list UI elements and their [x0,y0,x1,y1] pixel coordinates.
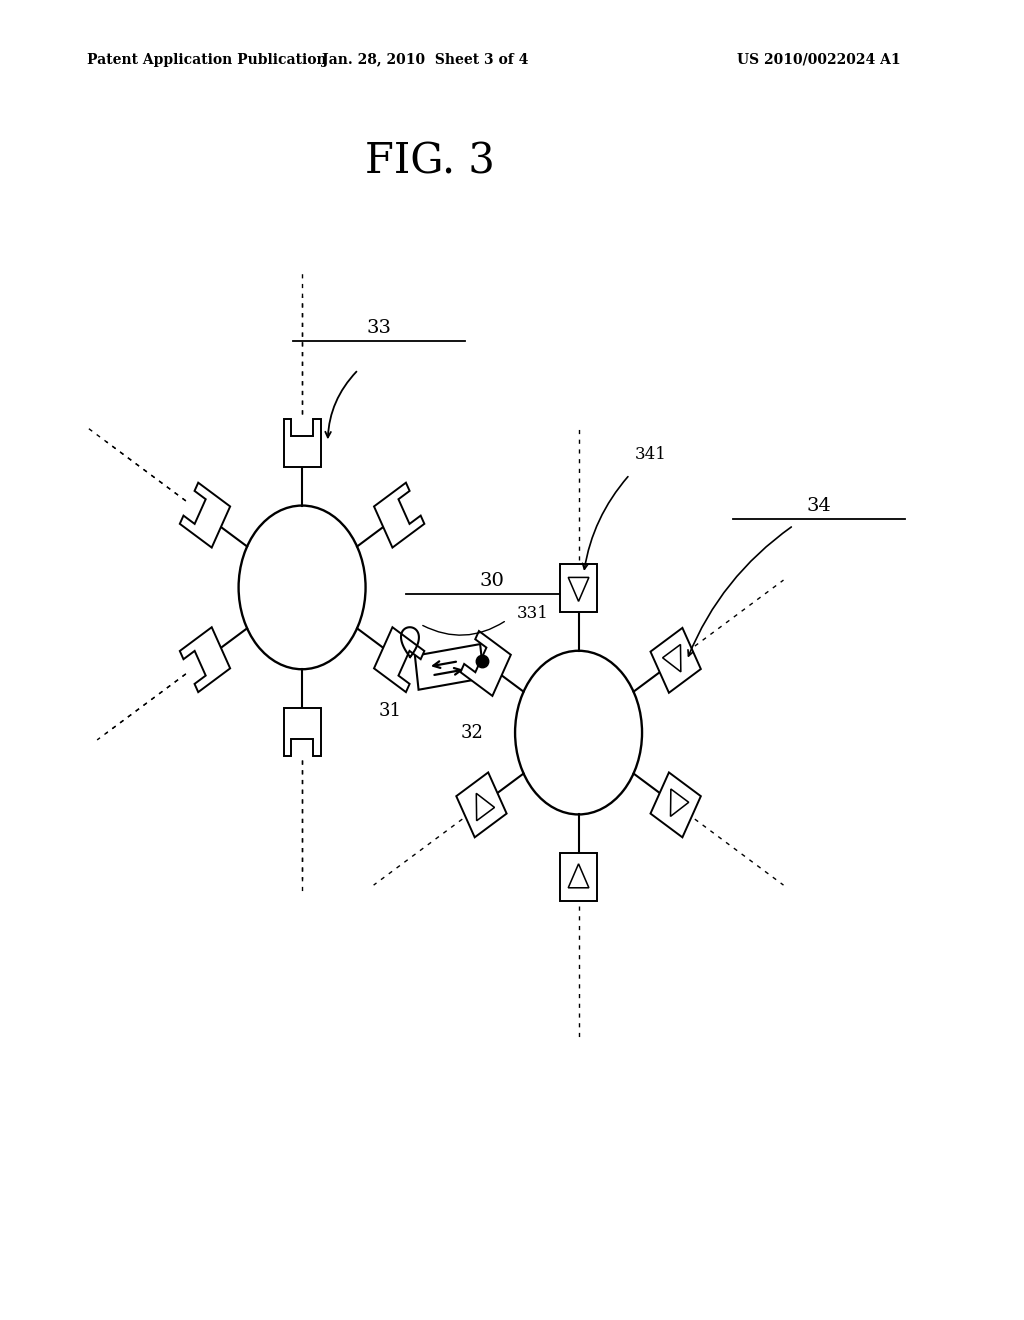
Text: 331: 331 [517,605,549,622]
Polygon shape [180,627,230,692]
Text: Patent Application Publication: Patent Application Publication [87,53,327,67]
Text: US 2010/0022024 A1: US 2010/0022024 A1 [737,53,901,67]
Polygon shape [180,483,230,548]
Text: 30: 30 [480,573,505,590]
Polygon shape [650,628,700,693]
Text: 341: 341 [635,446,667,463]
Text: 33: 33 [367,318,391,337]
Text: 34: 34 [807,496,831,515]
Polygon shape [560,565,597,612]
Polygon shape [374,627,424,692]
Polygon shape [415,644,483,690]
Polygon shape [374,483,424,548]
Polygon shape [457,772,507,837]
Circle shape [515,651,642,814]
Polygon shape [560,853,597,900]
Polygon shape [650,772,700,837]
Polygon shape [284,418,321,466]
Text: FIG. 3: FIG. 3 [366,140,495,182]
Polygon shape [284,708,321,755]
Circle shape [239,506,366,669]
Text: Jan. 28, 2010  Sheet 3 of 4: Jan. 28, 2010 Sheet 3 of 4 [322,53,528,67]
Text: 31: 31 [379,702,401,721]
Text: 32: 32 [461,725,483,742]
Polygon shape [461,631,511,696]
